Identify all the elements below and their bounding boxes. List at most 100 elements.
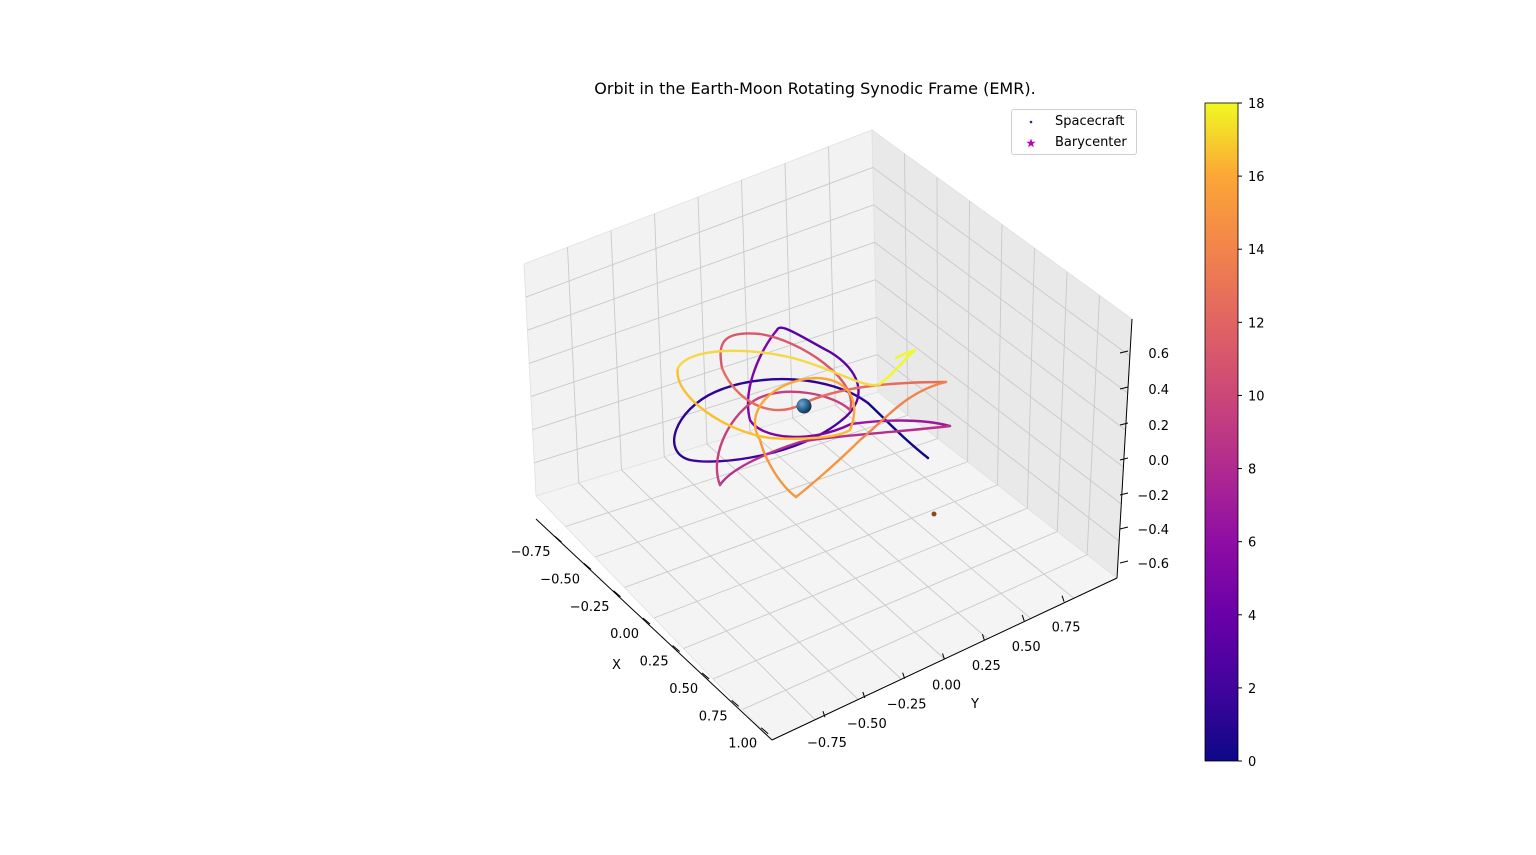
y-axis-label: Y	[970, 697, 979, 712]
y-tick-mark	[862, 691, 866, 699]
legend-item-spacecraft: Spacecraft	[1012, 112, 1136, 132]
x-tick-label: −0.50	[540, 572, 580, 587]
x-tick-label: 0.75	[699, 709, 728, 724]
trajectory-segment	[715, 390, 852, 487]
back-right-gridline	[874, 241, 1126, 431]
floor-gridline	[653, 484, 998, 619]
z-tick-mark	[1119, 492, 1129, 496]
pane-walls	[523, 129, 1133, 741]
x-tick-mark	[760, 727, 769, 735]
back-right-gridline	[936, 177, 939, 439]
spacecraft-trajectory	[672, 326, 952, 499]
x-tick-mark	[672, 645, 680, 652]
trajectory-segment	[849, 419, 952, 428]
back-left-gridline	[784, 163, 793, 419]
legend-label-spacecraft: Spacecraft	[1055, 114, 1125, 129]
trajectory-segment	[753, 376, 856, 442]
z-tick-mark	[1119, 350, 1129, 354]
y-tick-label: −0.75	[807, 736, 847, 751]
back-right-gridline	[997, 224, 1003, 486]
trajectory-segment	[676, 349, 882, 387]
z-tick-label: 0.2	[1148, 419, 1169, 434]
z-tick-mark	[1119, 422, 1129, 426]
floor-gridline	[683, 507, 1028, 649]
y-tick-label: −0.50	[847, 717, 887, 732]
trajectory-segment	[878, 348, 917, 386]
y-tick-mark	[822, 711, 826, 718]
moon-body	[931, 511, 937, 517]
back-left-gridline	[532, 316, 877, 431]
back-left-gridline	[525, 167, 874, 298]
colorbar-tick-label: 0	[1248, 755, 1256, 770]
earth-body	[796, 398, 812, 414]
x-axis-label: X	[612, 658, 621, 673]
colorbar-tick-label: 14	[1248, 243, 1265, 258]
legend-item-barycenter: Barycenter	[1012, 133, 1136, 153]
y-ticks: −0.75−0.50−0.25 0.00 0.25 0.50 0.75	[807, 595, 1081, 751]
colorbar-ticks: 0 2 4 6 8 10 12 14 16 18	[1238, 97, 1265, 770]
z-tick-mark	[1119, 386, 1129, 390]
back-left-gridline	[610, 230, 622, 471]
y-tick-label: −0.25	[887, 698, 927, 713]
x-tick-mark	[554, 535, 562, 543]
colorbar-tick-label: 10	[1248, 389, 1265, 404]
floor-gridline	[624, 461, 968, 588]
back-left-gridline	[528, 241, 875, 364]
trajectory-segment	[718, 424, 952, 487]
colorbar-tick-label: 16	[1248, 170, 1265, 185]
y-tick-label: 0.00	[932, 678, 961, 693]
floor-gridline	[742, 554, 1088, 710]
back-right-gridline	[1056, 271, 1068, 532]
trajectory-segment	[775, 326, 860, 422]
colorbar-tick-label: 6	[1248, 536, 1256, 551]
x-tick-label: −0.75	[511, 545, 551, 560]
x-tick-label: 0.00	[610, 627, 639, 642]
back-left-gridline	[567, 247, 580, 484]
z-tick-label: −0.2	[1137, 489, 1169, 504]
back-left-gridline	[530, 279, 876, 397]
back-right-gridline	[967, 200, 970, 462]
back-left-gridline	[828, 146, 836, 406]
back-right-gridline	[875, 279, 1124, 468]
legend: Spacecraft Barycenter	[1011, 109, 1137, 155]
z-tick-mark	[1119, 526, 1129, 530]
trajectory-segment	[758, 438, 862, 499]
back-left-gridline	[527, 204, 874, 331]
back-right-gridline	[872, 167, 1131, 357]
trajectory-segment	[858, 380, 948, 442]
y-tick-label: 0.75	[1052, 621, 1081, 636]
x-tick-mark	[642, 617, 651, 625]
y-tick-mark	[902, 672, 906, 679]
back-right-gridline	[876, 316, 1122, 505]
chart-title: Orbit in the Earth-Moon Rotating Synodic…	[594, 79, 1035, 98]
x-tick-label: 0.25	[640, 655, 669, 670]
y-tick-mark	[1061, 595, 1065, 602]
y-tick-mark	[1021, 614, 1025, 622]
x-tick-mark	[613, 590, 621, 598]
star-marker-icon	[1024, 133, 1038, 153]
z-tick-label: 0.6	[1148, 347, 1169, 362]
x-tick-label: 1.00	[728, 737, 757, 752]
z-tick-label: −0.6	[1137, 557, 1169, 572]
back-left-gridline	[654, 213, 665, 458]
x-tick-mark	[731, 699, 740, 707]
colorbar-tick-label: 12	[1248, 316, 1265, 331]
y-tick-label: 0.50	[1012, 640, 1041, 655]
x-axis-line	[535, 518, 773, 741]
colorbar-tick-label: 4	[1248, 609, 1256, 624]
back-right-gridline	[876, 354, 1120, 542]
back-right-gridline	[904, 153, 909, 416]
legend-label-barycenter: Barycenter	[1055, 135, 1127, 150]
back-left-gridline	[697, 196, 708, 445]
trajectory-segment	[676, 366, 852, 440]
y-tick-mark	[981, 634, 985, 641]
x-tick-label: −0.25	[570, 600, 610, 615]
colorbar: 0 2 4 6 8 10 12 14 16 18	[1204, 97, 1265, 770]
colorbar-tick-label: 8	[1248, 463, 1256, 478]
z-ticks: −0.6 −0.4 −0.2 0.0 0.2 0.4 0.6	[1119, 347, 1169, 572]
x-tick-label: 0.50	[669, 682, 698, 697]
trajectory-segment	[719, 332, 853, 412]
x-tick-mark	[701, 672, 710, 680]
z-axis-line	[1116, 318, 1133, 579]
dot-marker-icon	[1024, 112, 1038, 132]
